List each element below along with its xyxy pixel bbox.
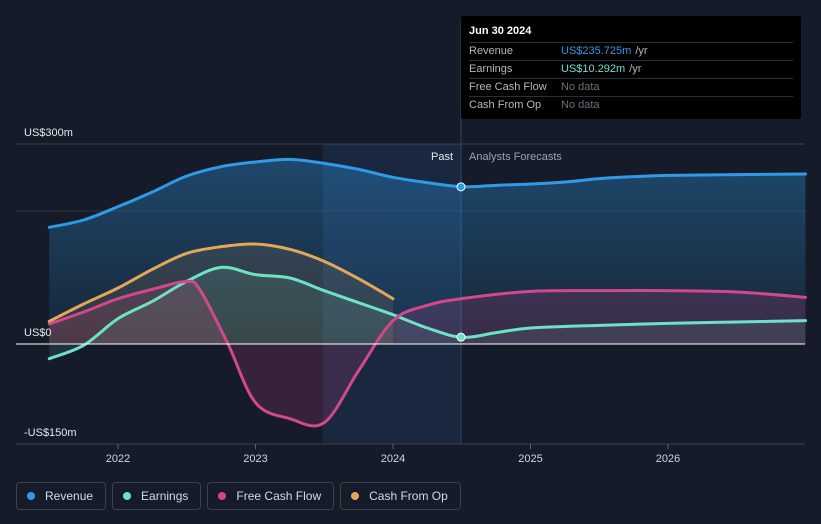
tooltip-row-cash-from-op: Cash From Op No data	[469, 97, 793, 114]
legend-dot-icon	[27, 492, 35, 500]
tooltip-row-unit: /yr	[629, 63, 642, 75]
y-label-top: US$300m	[24, 127, 73, 139]
earnings-area	[49, 267, 806, 359]
cash-from-op-area	[49, 243, 393, 344]
tooltip-row-label: Cash From Op	[469, 99, 542, 111]
tooltip-row-value: US$235.725m	[561, 45, 632, 57]
legend-dot-icon	[351, 492, 360, 500]
revenue-line	[47, 157, 807, 229]
legend-label: Revenue	[45, 489, 94, 503]
free-cash-flow-line	[47, 279, 807, 428]
x-tick-label: 2022	[106, 453, 130, 465]
past-label: Past	[431, 151, 453, 163]
legend-label: Free Cash Flow	[236, 489, 322, 503]
tooltip-row-label: Revenue	[469, 45, 514, 57]
y-label-zero: US$0	[24, 327, 52, 339]
tooltip-row-value: US$10.292m	[561, 63, 626, 75]
legend-item-cash-from-op[interactable]: Cash From Op	[340, 482, 461, 510]
revenue-marker	[456, 182, 466, 192]
tooltip-row-label: Earnings	[469, 63, 513, 75]
tooltip-row-free-cash-flow: Free Cash Flow No data	[469, 79, 793, 97]
tooltip-row-earnings: Earnings US$10.292m/yr	[469, 61, 793, 79]
tooltip-row-value: No data	[561, 99, 600, 111]
hover-tooltip: Jun 30 2024 Revenue US$235.725m/yr Earning…	[461, 16, 801, 119]
series-lines	[16, 157, 807, 428]
tooltip-row-unit: /yr	[635, 45, 648, 57]
forecast-label: Analysts Forecasts	[469, 151, 562, 163]
legend-item-free-cash-flow[interactable]: Free Cash Flow	[207, 482, 335, 510]
x-tick-label: 2024	[381, 453, 405, 465]
tooltip-row-label: Free Cash Flow	[469, 81, 547, 93]
tooltip-date: Jun 30 2024	[469, 22, 793, 43]
x-tick-label: 2026	[656, 453, 680, 465]
x-tick-label: 2023	[243, 453, 267, 465]
legend-label: Cash From Op	[369, 489, 448, 503]
legend-label: Earnings	[141, 489, 189, 503]
free-cash-flow-area	[49, 281, 806, 426]
tooltip-row-value: No data	[561, 81, 600, 93]
x-tick-label: 2025	[518, 453, 542, 465]
axis-labels: US$300m US$0 -US$150m 2022 2023 2024 2025 2026 P…	[24, 127, 680, 465]
earnings-marker	[456, 332, 466, 342]
earnings-line	[47, 265, 807, 361]
revenue-area	[49, 159, 806, 344]
tooltip-row-revenue: Revenue US$235.725m/yr	[469, 43, 793, 61]
legend-item-earnings[interactable]: Earnings	[112, 482, 202, 510]
legend-dot-icon	[218, 492, 227, 500]
y-label-bottom: -US$150m	[24, 427, 77, 439]
series-areas	[49, 159, 806, 426]
cash-from-op-line	[47, 242, 395, 323]
legend-item-revenue[interactable]: Revenue	[16, 482, 107, 510]
chart-legend: Revenue Earnings Free Cash Flow Cash From O…	[16, 482, 461, 512]
legend-dot-icon	[123, 492, 132, 500]
